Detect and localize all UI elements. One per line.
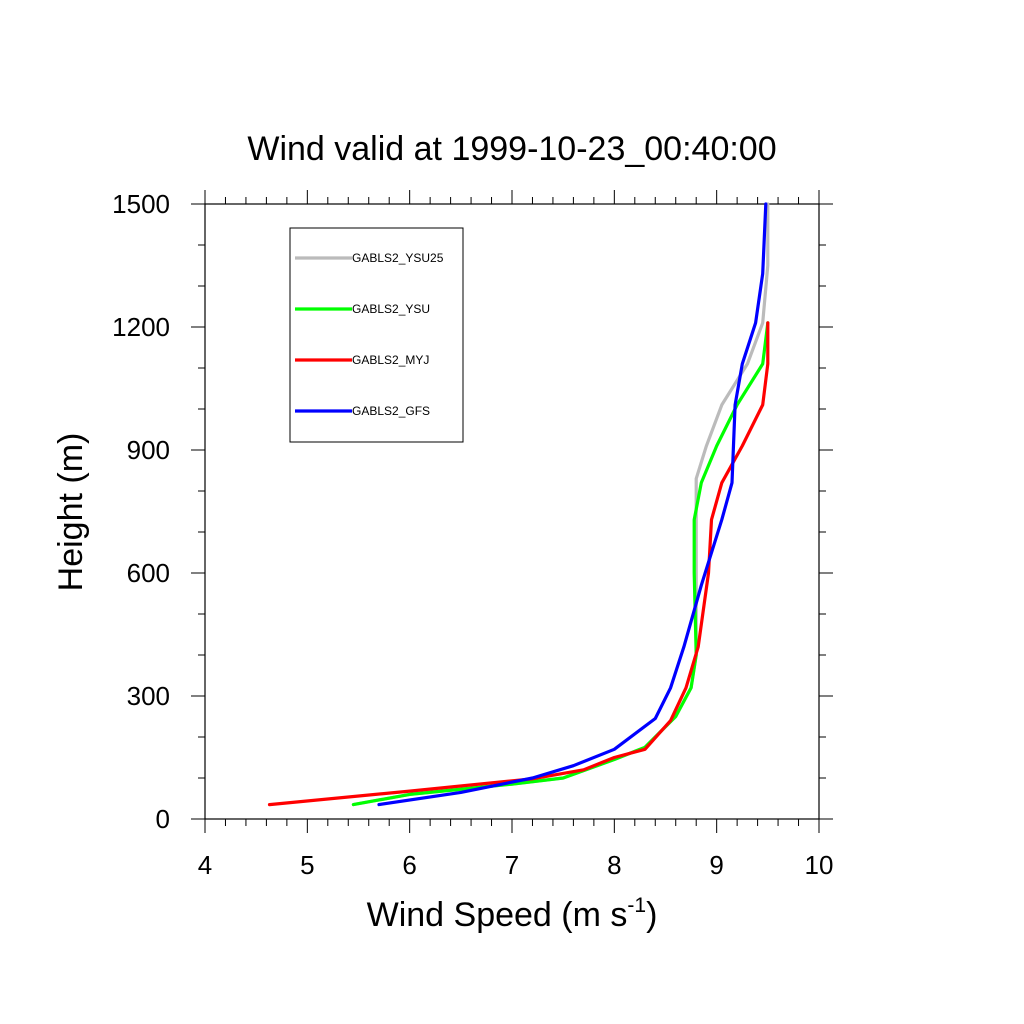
x-tick-label: 10 xyxy=(805,850,834,880)
legend: GABLS2_YSU25 GABLS2_YSU GABLS2_MYJ GABLS2_G… xyxy=(289,227,464,443)
y-tick-label: 0 xyxy=(156,804,170,834)
legend-label: GABLS2_YSU xyxy=(352,302,430,316)
x-axis-label-close: ) xyxy=(646,896,657,934)
x-tick-label: 7 xyxy=(505,850,519,880)
chart-title: Wind valid at 1999-10-23_00:40:00 xyxy=(247,130,776,168)
series-lines xyxy=(267,202,770,807)
legend-label: GABLS2_MYJ xyxy=(352,353,429,367)
x-tick-label: 9 xyxy=(709,850,723,880)
y-tick-label: 1500 xyxy=(112,189,170,219)
x-axis-label: Wind Speed (m s-1) xyxy=(367,894,658,934)
axis-ticks xyxy=(191,190,833,833)
legend-label: GABLS2_GFS xyxy=(352,404,430,418)
series-line-gabls2-ysu xyxy=(351,321,770,807)
y-tick-label: 900 xyxy=(127,435,170,465)
x-tick-label: 5 xyxy=(300,850,314,880)
series-line-gabls2-myj xyxy=(267,321,770,807)
x-axis-label-superscript: -1 xyxy=(627,894,646,917)
y-tick-labels: 0 300 600 900 1200 1500 xyxy=(112,189,170,834)
x-axis-label-main: Wind Speed (m s xyxy=(367,896,628,934)
y-tick-label: 300 xyxy=(127,681,170,711)
y-tick-label: 1200 xyxy=(112,312,170,342)
y-axis-label: Height (m) xyxy=(52,433,90,592)
x-tick-label: 4 xyxy=(198,850,212,880)
x-tick-label: 8 xyxy=(607,850,621,880)
y-tick-label: 600 xyxy=(127,558,170,588)
x-tick-label: 6 xyxy=(402,850,416,880)
series-line-gabls2-gfs xyxy=(377,202,768,807)
legend-label: GABLS2_YSU25 xyxy=(352,251,444,265)
legend-box xyxy=(289,227,464,443)
x-tick-labels: 4 5 6 7 8 9 10 xyxy=(198,850,834,880)
